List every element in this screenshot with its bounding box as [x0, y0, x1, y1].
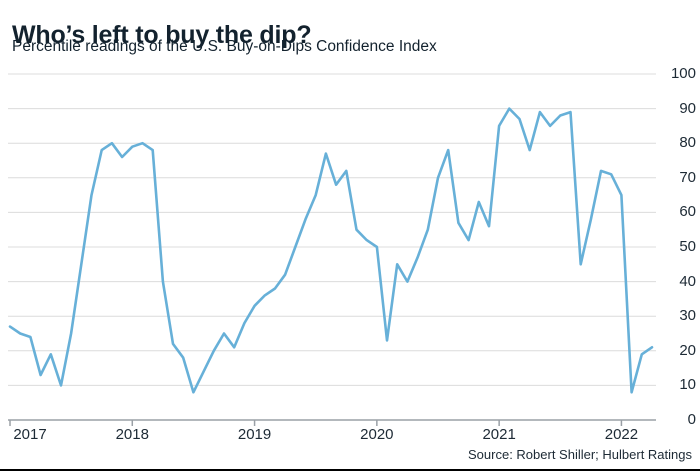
y-axis-tick-label: 80: [679, 134, 696, 152]
x-axis-year-label: 2021: [482, 426, 516, 443]
y-axis-tick-label: 60: [679, 203, 696, 221]
y-axis-tick-label: 10: [679, 376, 696, 394]
y-axis-tick-label: 30: [679, 307, 696, 325]
source-attribution: Source: Robert Shiller; Hulbert Ratings: [468, 447, 692, 462]
y-axis-tick-label: 0: [687, 411, 696, 428]
y-axis-tick-label: 70: [679, 168, 696, 186]
y-axis-tick-label: 40: [679, 272, 696, 290]
chart-subtitle: Percentile readings of the U.S. Buy-on-D…: [12, 38, 437, 55]
x-axis-year-label: 2020: [360, 426, 394, 443]
y-axis-tick-label: 90: [679, 99, 696, 117]
y-axis-tick-label: 50: [679, 238, 696, 255]
chart-title: Who’s left to buy the dip?: [12, 20, 312, 49]
y-axis-tick-label: 100: [670, 65, 696, 82]
x-axis-year-label: 2018: [115, 426, 149, 443]
x-axis-year-label: 2017: [13, 426, 47, 443]
confidence-index-line: [8, 107, 654, 394]
x-axis-year-label: 2019: [237, 426, 272, 443]
x-axis-year-label: 2022: [604, 426, 639, 443]
y-axis-tick-label: 20: [679, 341, 696, 359]
